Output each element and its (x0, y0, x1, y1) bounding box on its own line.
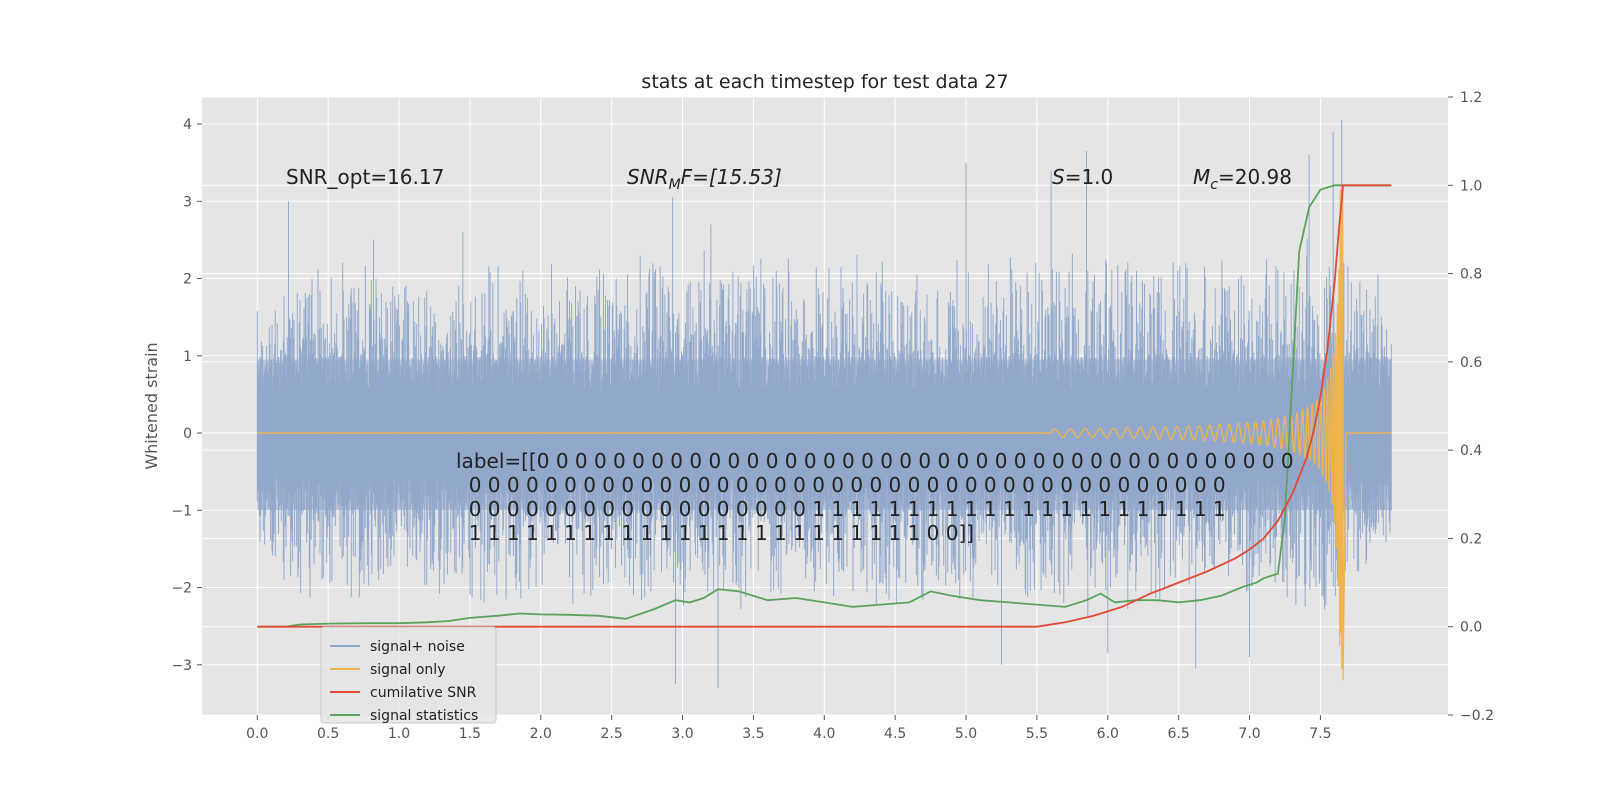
series-signal-only (257, 189, 1392, 681)
annotation-mc-name: M (1193, 165, 1210, 189)
label-line-3: 0 0 0 0 0 0 0 0 0 0 0 0 0 0 0 0 0 0 1 1 … (456, 497, 1226, 521)
y2-tick-label: 0.4 (1460, 443, 1482, 459)
label-block: label=[[0 0 0 0 0 0 0 0 0 0 0 0 0 0 0 0 … (456, 449, 1294, 545)
annotation-mc-rest: =20.98 (1218, 165, 1292, 189)
x-tick-label: 6.5 (1168, 726, 1190, 742)
x-tick-label: 4.0 (813, 726, 835, 742)
annotation-snr-mf: SNRMF=[15.53] (627, 165, 782, 193)
x-tick-label: 3.5 (742, 726, 764, 742)
y-tick-label: 2 (183, 272, 192, 288)
annotation-mc: Mc=20.98 (1193, 165, 1292, 193)
x-tick-label: 5.5 (1026, 726, 1048, 742)
x-tick-label: 6.0 (1097, 726, 1119, 742)
label-line-1: label=[[0 0 0 0 0 0 0 0 0 0 0 0 0 0 0 0 … (456, 449, 1294, 473)
x-tick-label: 1.0 (388, 726, 410, 742)
y-axis-label: Whitened strain (142, 342, 161, 469)
annotation-s: S=1.0 (1052, 165, 1113, 189)
y2-tick-label: −0.2 (1460, 708, 1494, 724)
y2-tick-label: 1.0 (1460, 178, 1482, 194)
legend-label: signal statistics (370, 708, 478, 724)
legend-label: signal+ noise (370, 639, 465, 655)
x-tick-label: 2.5 (601, 726, 623, 742)
annotation-mc-sub: c (1210, 177, 1218, 193)
x-tick-label: 4.5 (884, 726, 906, 742)
legend: signal+ noise signal only cumilative SNR si… (320, 626, 497, 724)
legend-label: cumilative SNR (370, 685, 477, 701)
y-tick-label: 4 (183, 117, 192, 133)
series-signal-statistics (257, 184, 1392, 628)
annotation-s-rest: =1.0 (1065, 165, 1114, 189)
annotation-snr-mf-rest: F=[15.53] (681, 165, 782, 189)
annotation-snr-opt: SNR_opt=16.17 (286, 165, 444, 189)
y-tick-label: −2 (171, 581, 192, 597)
x-tick-label: 3.0 (671, 726, 693, 742)
x-tick-label: 1.5 (459, 726, 481, 742)
x-tick-label: 7.5 (1309, 726, 1331, 742)
annotation-s-name: S (1052, 165, 1065, 189)
annotation-snr-mf-sub: M (669, 177, 681, 193)
y2-tick-label: 0.0 (1460, 620, 1482, 636)
x-tick-label: 7.0 (1238, 726, 1260, 742)
y-tick-label: 1 (183, 349, 192, 365)
y-tick-label: 3 (183, 194, 192, 210)
x-tick-label: 0.0 (246, 726, 268, 742)
y2-tick-label: 0.6 (1460, 355, 1482, 371)
annotation-snr-mf-name: SNR (627, 165, 669, 189)
y2-tick-label: 1.2 (1460, 90, 1482, 106)
label-line-4: 1 1 1 1 1 1 1 1 1 1 1 1 1 1 1 1 1 1 1 1 … (456, 521, 974, 545)
x-tick-label: 2.0 (530, 726, 552, 742)
y-tick-label: −1 (171, 503, 192, 519)
y2-tick-label: 0.8 (1460, 267, 1482, 283)
y-tick-label: 0 (183, 426, 192, 442)
axes-layer: 0.0 0.5 1.0 1.5 2.0 2.5 3.0 3.5 4.0 4.5 5.0 5.5 6.0 6… (171, 90, 1494, 742)
series-cumilative-snr (257, 184, 1392, 628)
x-tick-label: 0.5 (317, 726, 339, 742)
legend-label: signal only (370, 662, 445, 678)
chart-title: stats at each timestep for test data 27 (641, 71, 1008, 93)
y2-tick-label: 0.2 (1460, 531, 1482, 547)
legend-box (320, 626, 497, 724)
y-tick-label: −3 (171, 658, 192, 674)
label-line-2: 0 0 0 0 0 0 0 0 0 0 0 0 0 0 0 0 0 0 0 0 … (456, 473, 1226, 497)
series-layer (256, 120, 1392, 688)
x-tick-label: 5.0 (955, 726, 977, 742)
